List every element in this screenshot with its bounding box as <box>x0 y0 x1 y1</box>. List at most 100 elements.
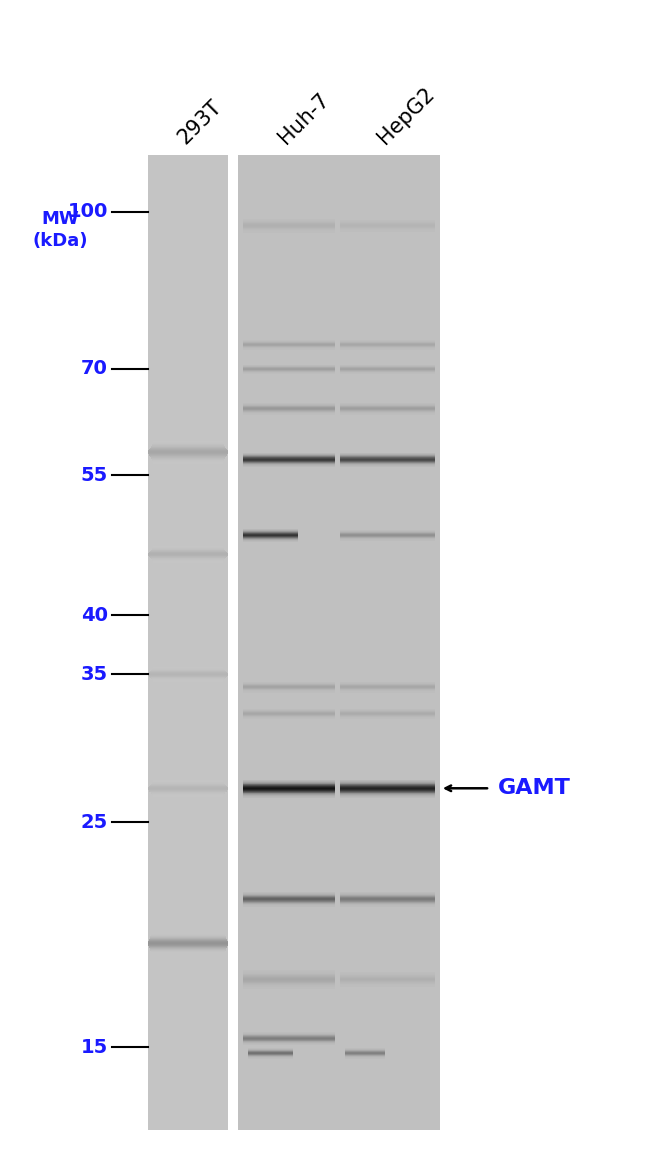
Bar <box>151 953 225 954</box>
Bar <box>243 973 335 975</box>
Bar <box>151 783 224 785</box>
Bar <box>243 793 335 794</box>
Bar <box>148 941 228 942</box>
Bar <box>148 942 228 943</box>
Bar <box>243 786 335 787</box>
Bar <box>243 786 335 787</box>
Bar <box>340 791 435 793</box>
Bar <box>151 447 226 448</box>
Bar <box>152 559 224 560</box>
Text: Huh-7: Huh-7 <box>275 90 333 147</box>
Bar <box>152 794 224 795</box>
Bar <box>152 559 224 560</box>
Bar <box>149 941 227 942</box>
Bar <box>148 452 228 454</box>
Bar <box>243 984 335 986</box>
Text: 293T: 293T <box>174 97 226 147</box>
Bar <box>340 795 435 796</box>
Bar <box>243 976 335 977</box>
Bar <box>340 786 435 787</box>
Bar <box>148 943 228 945</box>
Bar <box>153 547 224 548</box>
Bar <box>151 935 226 937</box>
Bar <box>243 982 335 983</box>
Bar <box>150 551 226 552</box>
Bar <box>148 943 228 945</box>
Bar <box>243 988 335 990</box>
Bar <box>153 782 224 783</box>
Bar <box>340 790 435 791</box>
Bar <box>149 946 227 947</box>
Bar <box>152 548 224 550</box>
Bar <box>243 788 335 790</box>
Bar <box>340 783 435 785</box>
Bar <box>152 794 224 795</box>
Bar <box>243 973 335 976</box>
Bar <box>243 986 335 987</box>
Bar <box>243 978 335 979</box>
Bar <box>149 945 227 947</box>
Bar <box>243 971 335 972</box>
Bar <box>149 787 227 788</box>
Bar <box>243 978 335 979</box>
Bar <box>150 786 226 787</box>
Bar <box>340 789 435 790</box>
Bar <box>152 548 224 550</box>
Bar <box>148 788 228 789</box>
Bar <box>243 987 335 988</box>
Bar <box>150 791 226 793</box>
Bar <box>243 972 335 973</box>
Bar <box>340 788 435 789</box>
Bar <box>243 983 335 984</box>
Bar <box>153 560 224 561</box>
Bar <box>243 794 335 795</box>
Bar <box>243 980 335 982</box>
Bar <box>153 781 223 782</box>
Bar <box>340 785 435 786</box>
Bar <box>149 789 227 791</box>
Bar <box>340 795 435 796</box>
Bar <box>340 781 435 782</box>
Bar <box>150 786 227 787</box>
Text: 100: 100 <box>68 203 108 221</box>
Bar <box>151 934 225 937</box>
Bar <box>151 953 225 954</box>
Bar <box>340 780 435 782</box>
Bar <box>243 781 335 782</box>
Bar <box>243 986 335 987</box>
Bar <box>151 935 226 937</box>
Bar <box>153 795 224 796</box>
Bar <box>243 975 335 976</box>
Bar <box>153 462 223 464</box>
Bar <box>243 782 335 783</box>
Bar <box>148 555 228 556</box>
Bar <box>340 791 435 793</box>
Bar <box>153 461 224 462</box>
Bar <box>152 460 224 461</box>
Bar <box>243 795 335 796</box>
Bar <box>340 789 435 790</box>
Bar <box>150 949 226 950</box>
Bar <box>243 795 335 796</box>
Bar <box>153 442 223 444</box>
Bar <box>340 793 435 794</box>
Bar <box>340 786 435 787</box>
Bar <box>153 441 223 442</box>
Bar <box>153 547 224 548</box>
Bar <box>152 445 224 446</box>
Bar <box>150 938 226 939</box>
Text: HepG2: HepG2 <box>373 84 438 147</box>
Bar <box>340 783 435 785</box>
Bar <box>149 454 227 455</box>
Bar <box>148 450 228 453</box>
Bar <box>340 790 435 791</box>
Bar <box>243 980 335 982</box>
Bar <box>243 783 335 785</box>
Bar <box>151 937 226 938</box>
Bar <box>153 546 223 547</box>
Bar <box>150 939 227 940</box>
Bar <box>150 456 226 457</box>
Bar <box>150 455 227 456</box>
Bar <box>148 453 228 454</box>
Bar <box>340 781 435 782</box>
